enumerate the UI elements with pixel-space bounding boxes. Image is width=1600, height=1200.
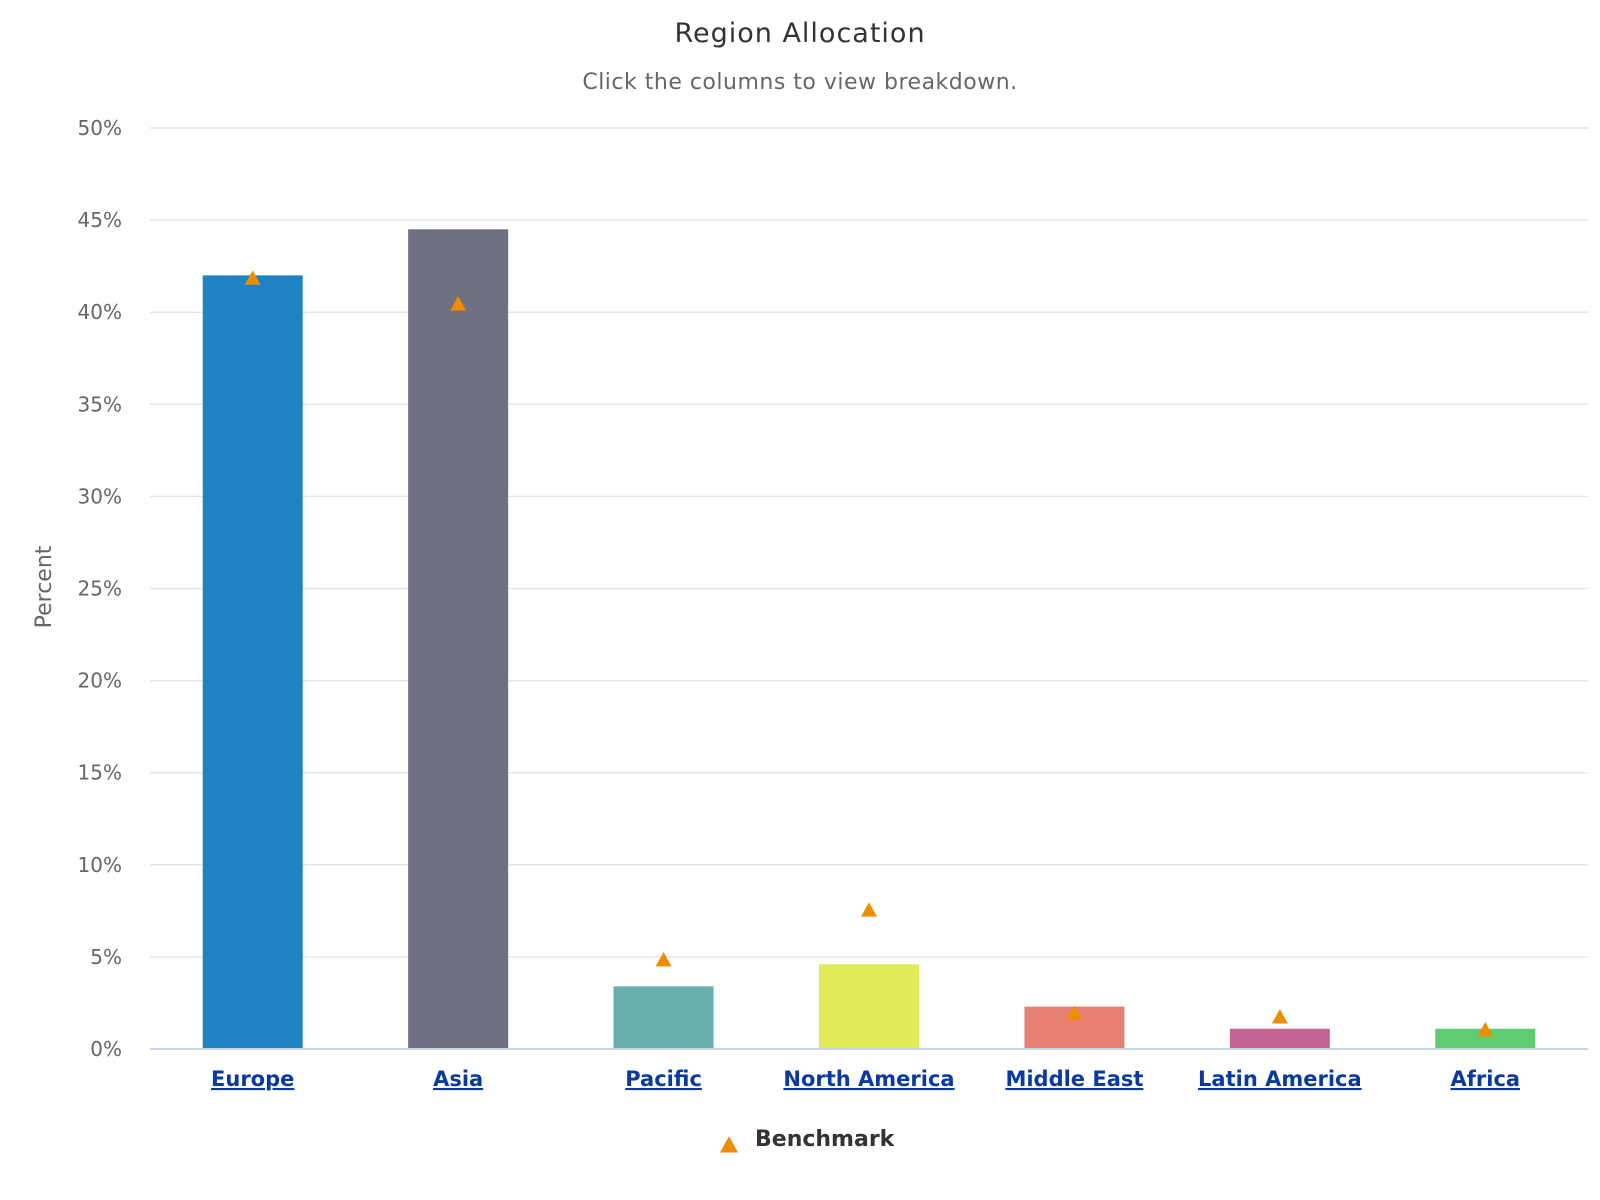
y-tick-label: 15%: [78, 761, 122, 785]
y-tick-label: 35%: [78, 392, 122, 416]
y-tick-label: 20%: [78, 669, 122, 693]
y-tick-label: 30%: [78, 484, 122, 508]
legend[interactable]: Benchmark: [720, 1127, 896, 1153]
x-tick-label-pacific[interactable]: Pacific: [625, 1067, 702, 1091]
bar-pacific[interactable]: [613, 986, 714, 1049]
benchmark-marker: [244, 270, 261, 285]
benchmark-marker: [1477, 1021, 1494, 1037]
chart-title: Region Allocation: [674, 18, 925, 49]
legend-label-benchmark: Benchmark: [755, 1127, 896, 1152]
y-tick-label: 50%: [78, 116, 122, 140]
gridlines: [150, 127, 1588, 958]
benchmark-marker: [450, 296, 467, 311]
bars: [150, 229, 1588, 1050]
bar-asia[interactable]: [408, 229, 509, 1049]
y-tick-label: 45%: [78, 208, 122, 232]
x-axis-ticks: Europe Asia Pacific North America Middle Eas…: [211, 1067, 1520, 1091]
benchmark-markers: [244, 270, 1494, 1037]
bar-europe[interactable]: [202, 275, 303, 1049]
y-axis-ticks: 0% 5% 10% 15% 20% 25% 30% 35% 40% 45% 50%: [78, 116, 122, 1061]
y-axis-title: Percent: [32, 545, 57, 628]
bar-north-america[interactable]: [819, 964, 919, 1049]
x-tick-label-asia[interactable]: Asia: [433, 1067, 483, 1091]
x-tick-label-north-america[interactable]: North America: [783, 1067, 954, 1091]
x-tick-label-latin-america[interactable]: Latin America: [1198, 1067, 1362, 1091]
y-tick-label: 40%: [78, 300, 122, 324]
y-tick-label: 10%: [78, 853, 122, 877]
x-tick-label-europe[interactable]: Europe: [211, 1067, 294, 1091]
benchmark-marker: [861, 902, 877, 917]
x-tick-label-middle-east[interactable]: Middle East: [1005, 1067, 1143, 1091]
y-tick-label: 0%: [90, 1037, 122, 1061]
x-tick-label-africa[interactable]: Africa: [1451, 1067, 1521, 1091]
y-tick-label: 5%: [90, 945, 122, 969]
chart-subtitle: Click the columns to view breakdown.: [582, 70, 1017, 95]
legend-triangle-icon: [720, 1136, 738, 1153]
benchmark-marker: [1271, 1009, 1288, 1024]
bar-latin-america[interactable]: [1229, 1028, 1330, 1049]
y-tick-label: 25%: [78, 577, 122, 601]
bar-africa[interactable]: [1435, 1028, 1536, 1049]
benchmark-marker: [1066, 1005, 1083, 1020]
benchmark-marker: [655, 951, 672, 967]
